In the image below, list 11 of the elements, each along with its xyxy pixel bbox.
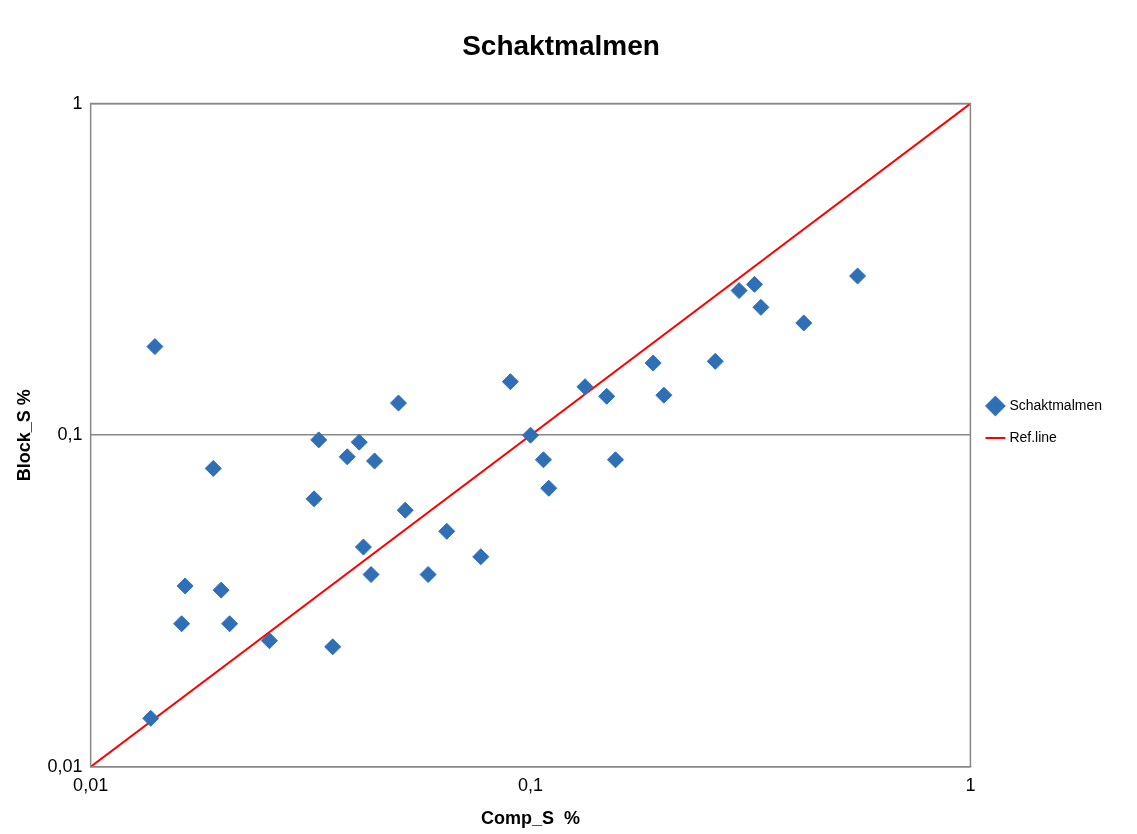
y-axis-title: Block_S % — [13, 389, 34, 482]
x-tick-label: 1 — [965, 774, 976, 795]
x-tick-label: 0,01 — [73, 774, 109, 795]
x-tick-label: 0,1 — [518, 774, 544, 795]
y-tick-label: 0,01 — [47, 755, 83, 776]
y-tick-label: 0,1 — [57, 424, 83, 445]
legend-label: Schaktmalmen — [1009, 396, 1102, 413]
y-tick-label: 1 — [72, 92, 83, 113]
chart-title: Schaktmalmen — [462, 29, 660, 61]
legend-label: Ref.line — [1009, 428, 1058, 445]
x-axis-title: Comp_S % — [481, 808, 581, 829]
